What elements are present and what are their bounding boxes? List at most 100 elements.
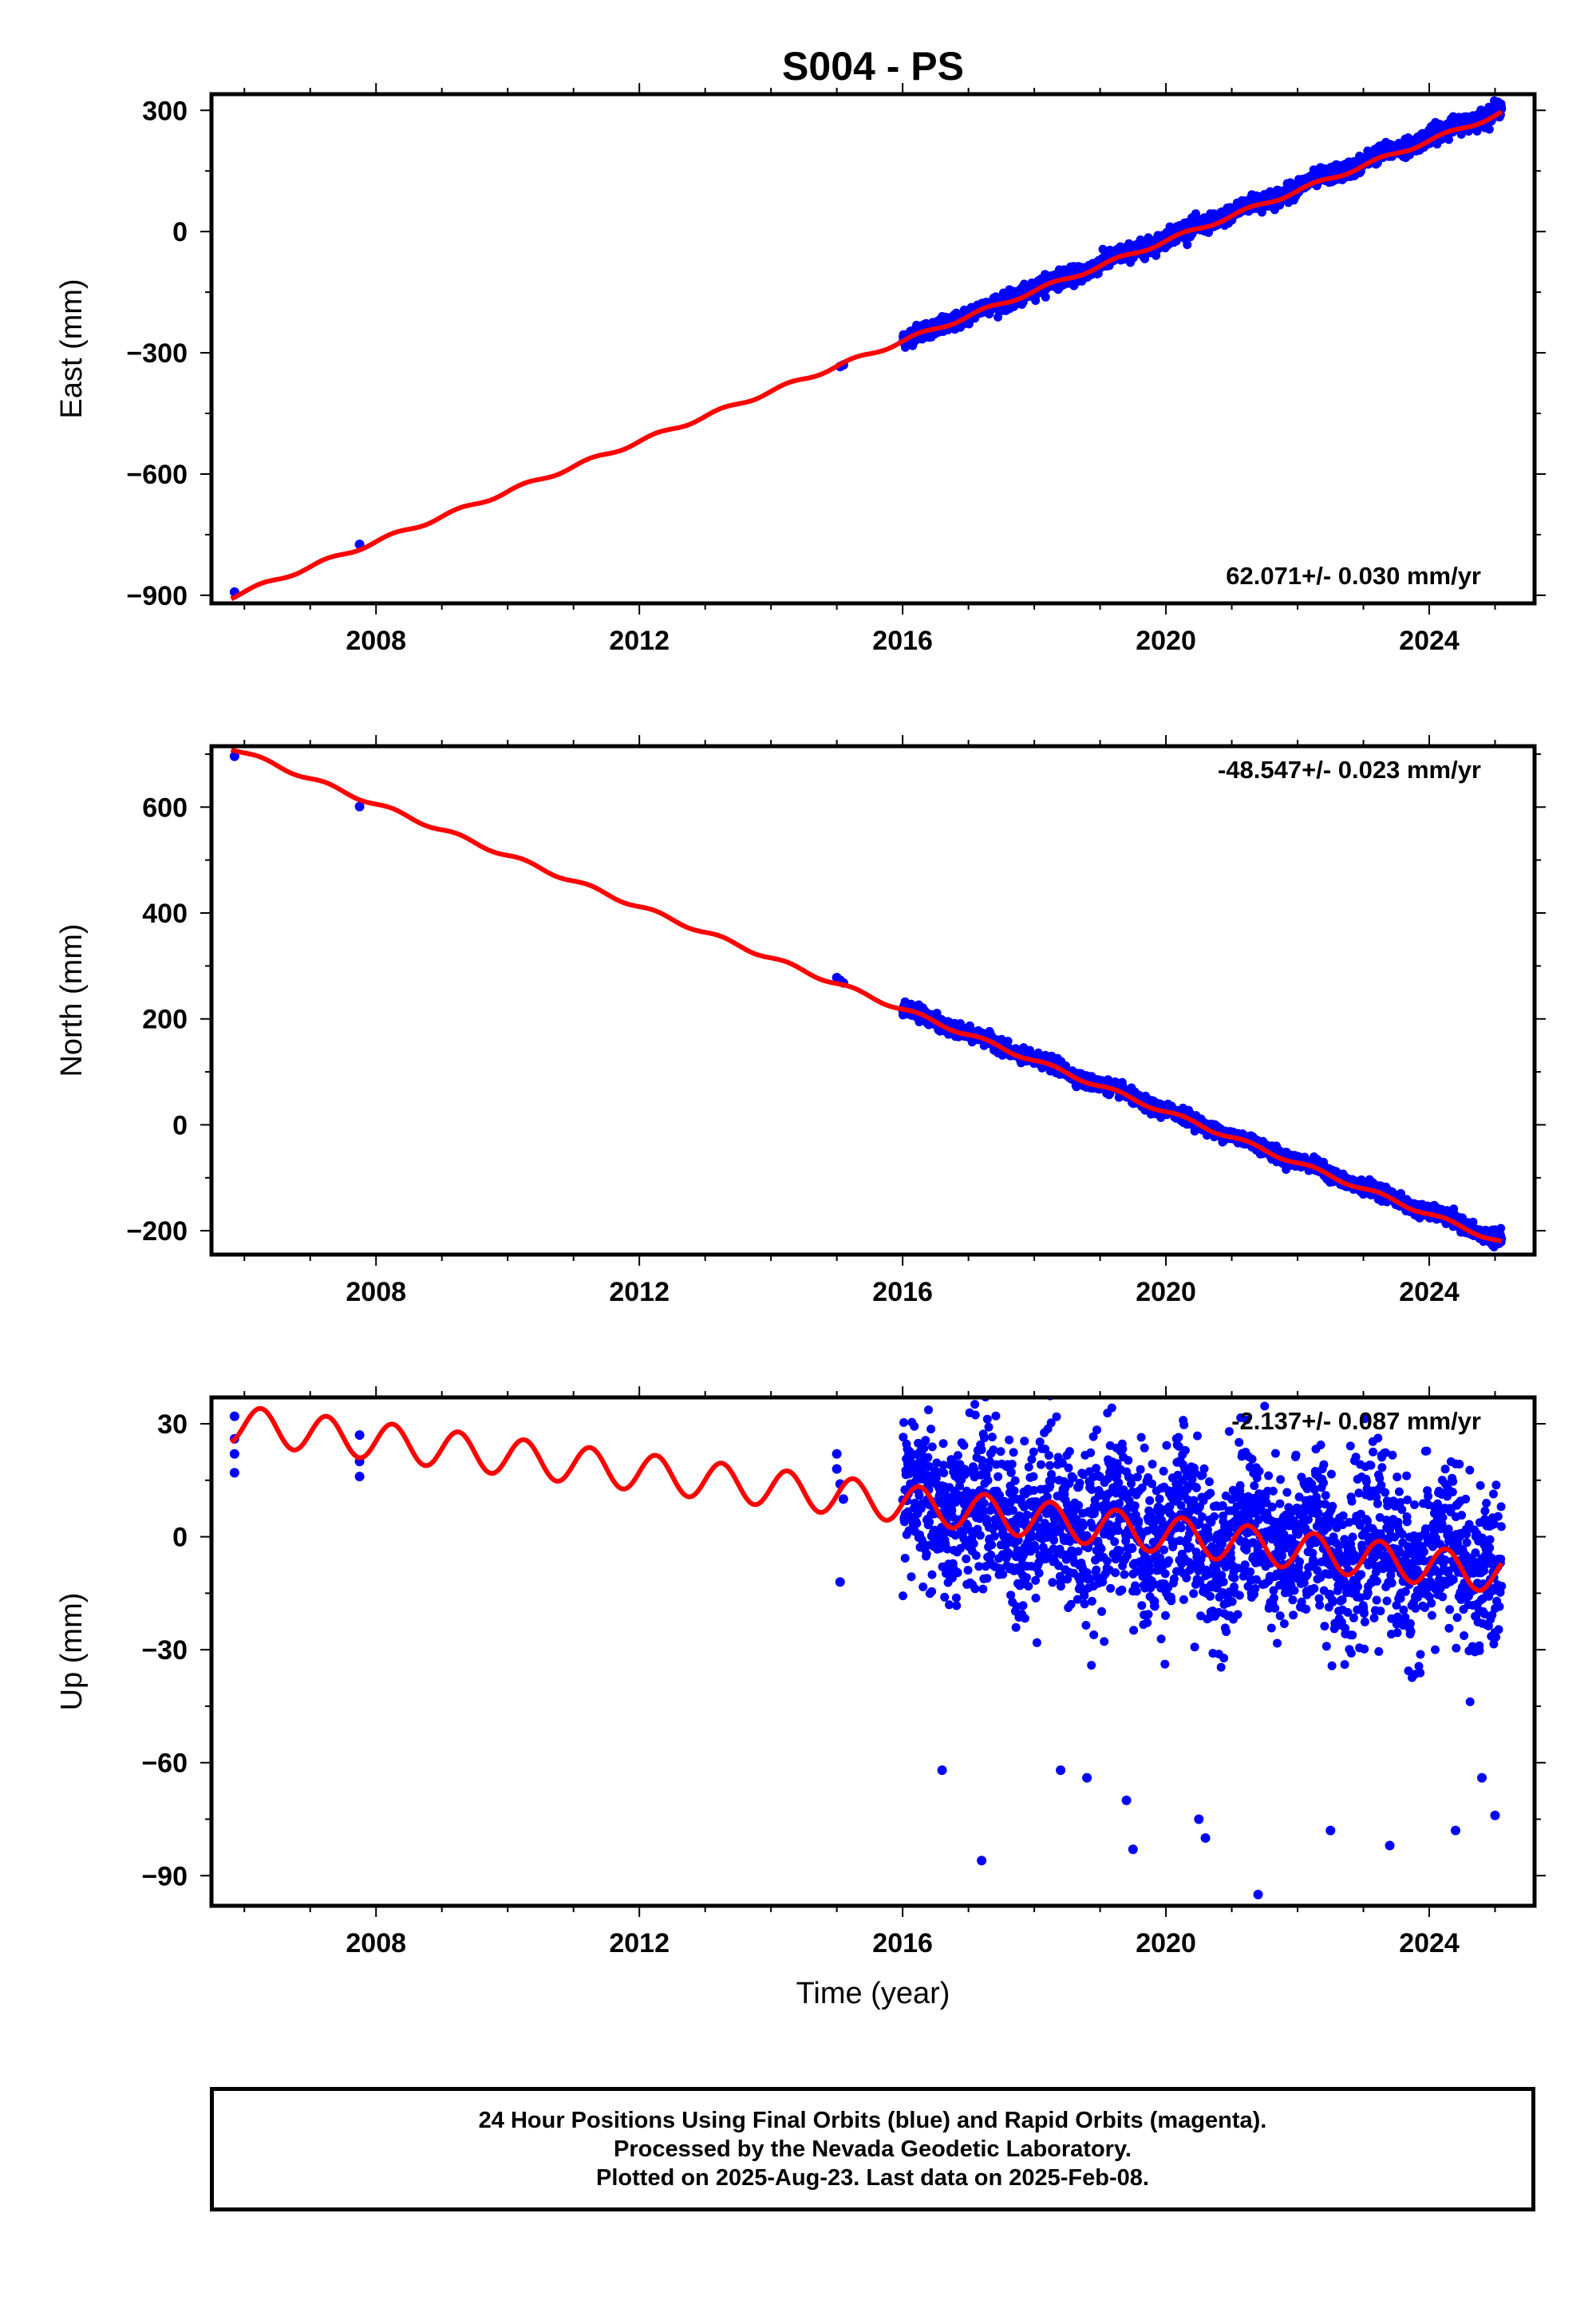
data-point bbox=[979, 1499, 989, 1508]
plot-frame bbox=[209, 92, 1537, 606]
data-point bbox=[910, 1421, 919, 1431]
y-axis-label: Up (mm) bbox=[55, 1593, 89, 1711]
data-point bbox=[986, 1551, 996, 1559]
y-tick-label: 0 bbox=[172, 217, 188, 247]
data-point bbox=[963, 1566, 973, 1575]
data-point bbox=[1204, 228, 1213, 237]
data-point bbox=[940, 1592, 950, 1602]
data-point bbox=[969, 1539, 978, 1548]
y-axis-label: North (mm) bbox=[55, 923, 89, 1077]
x-tick-label: 2012 bbox=[609, 1928, 670, 1958]
data-point bbox=[984, 1422, 994, 1432]
data-point bbox=[942, 1544, 952, 1554]
data-point bbox=[932, 1458, 942, 1468]
data-point bbox=[1003, 1037, 1013, 1046]
data-point bbox=[1183, 240, 1192, 250]
page-title: S004 - PS bbox=[782, 44, 964, 89]
x-tick-label: 2008 bbox=[346, 626, 406, 656]
data-point bbox=[951, 1593, 961, 1603]
panel-east: 2008 2012 2016 2020 2024−900−600−3000300East… bbox=[55, 83, 1546, 656]
x-tick-label: 2016 bbox=[872, 1928, 933, 1958]
data-point bbox=[907, 1572, 916, 1582]
data-point bbox=[975, 1531, 985, 1540]
data-point bbox=[974, 1562, 984, 1571]
x-tick-label: 2024 bbox=[1399, 1277, 1460, 1307]
plot-area bbox=[229, 1374, 1507, 1899]
data-point bbox=[1468, 1217, 1478, 1227]
x-tick-label: 2016 bbox=[872, 626, 933, 656]
data-point bbox=[914, 1438, 923, 1448]
y-tick-label: −30 bbox=[141, 1635, 188, 1666]
data-point bbox=[983, 1464, 993, 1473]
data-point bbox=[987, 1433, 997, 1442]
data-point bbox=[970, 1400, 980, 1409]
data-point bbox=[970, 1465, 979, 1475]
data-point bbox=[947, 1506, 957, 1516]
y-tick-label: 200 bbox=[142, 1005, 188, 1035]
x-tick-label: 2024 bbox=[1399, 626, 1460, 656]
y-tick-label: −90 bbox=[141, 1861, 188, 1891]
data-point bbox=[953, 1451, 962, 1460]
data-point bbox=[982, 1414, 992, 1424]
data-point bbox=[978, 1584, 988, 1594]
data-point bbox=[962, 1554, 971, 1563]
data-point bbox=[952, 1601, 962, 1611]
daily-positions bbox=[898, 96, 1507, 352]
data-point bbox=[924, 1405, 933, 1415]
data-point bbox=[919, 1444, 929, 1453]
data-point bbox=[1191, 209, 1200, 219]
data-point bbox=[923, 1452, 933, 1462]
data-point bbox=[1257, 207, 1266, 217]
data-point bbox=[1484, 124, 1494, 134]
data-point bbox=[939, 1468, 949, 1478]
data-point bbox=[1098, 244, 1108, 254]
data-point bbox=[987, 1540, 997, 1550]
data-point bbox=[983, 1476, 993, 1485]
model-fit-line bbox=[230, 109, 1503, 602]
plot-frame bbox=[209, 744, 1537, 1257]
data-point bbox=[970, 1584, 980, 1594]
data-point bbox=[899, 1418, 908, 1427]
data-point bbox=[926, 1425, 936, 1434]
x-tick-label: 2016 bbox=[872, 1277, 933, 1307]
plot-area bbox=[229, 96, 1507, 602]
x-tick-label: 2020 bbox=[1136, 1928, 1196, 1958]
data-point bbox=[900, 1517, 909, 1527]
data-point bbox=[990, 1531, 999, 1541]
data-point bbox=[900, 1554, 910, 1563]
data-point bbox=[229, 751, 239, 761]
data-point bbox=[942, 1374, 951, 1383]
y-tick-label: 600 bbox=[142, 792, 188, 823]
chart-panels: 2008 2012 2016 2020 2024−900−600−3000300East… bbox=[55, 83, 1546, 2010]
data-point bbox=[938, 1439, 948, 1448]
data-point bbox=[915, 1491, 924, 1500]
data-point bbox=[953, 1568, 962, 1578]
data-point bbox=[991, 1411, 1001, 1421]
x-axis-label: Time (year) bbox=[796, 1977, 950, 2010]
data-point bbox=[979, 1507, 988, 1516]
data-point bbox=[927, 1587, 937, 1596]
data-point bbox=[995, 1491, 1005, 1500]
data-point bbox=[899, 1591, 907, 1601]
y-tick-label: −200 bbox=[126, 1216, 188, 1247]
data-point bbox=[994, 1472, 1003, 1481]
data-point bbox=[989, 1445, 998, 1455]
x-tick-label: 2008 bbox=[346, 1928, 406, 1958]
data-point bbox=[918, 1582, 928, 1591]
data-point bbox=[996, 1447, 1005, 1456]
y-axis-label: East (mm) bbox=[55, 279, 89, 418]
data-point bbox=[971, 1551, 981, 1560]
data-point bbox=[1496, 1223, 1506, 1233]
data-point bbox=[927, 1570, 937, 1579]
x-tick-label: 2024 bbox=[1399, 1928, 1460, 1958]
data-point bbox=[1140, 254, 1150, 263]
plot-area bbox=[229, 747, 1507, 1251]
data-point bbox=[1031, 296, 1041, 306]
model-fit-line bbox=[230, 747, 1503, 1244]
data-point bbox=[982, 1574, 992, 1583]
data-point bbox=[925, 1517, 934, 1527]
data-point bbox=[921, 1436, 930, 1445]
velocity-annotation: -48.547+/- 0.023 mm/yr bbox=[1218, 756, 1481, 784]
panel-north: 2008 2012 2016 2020 2024−2000200400600North … bbox=[55, 735, 1546, 1307]
